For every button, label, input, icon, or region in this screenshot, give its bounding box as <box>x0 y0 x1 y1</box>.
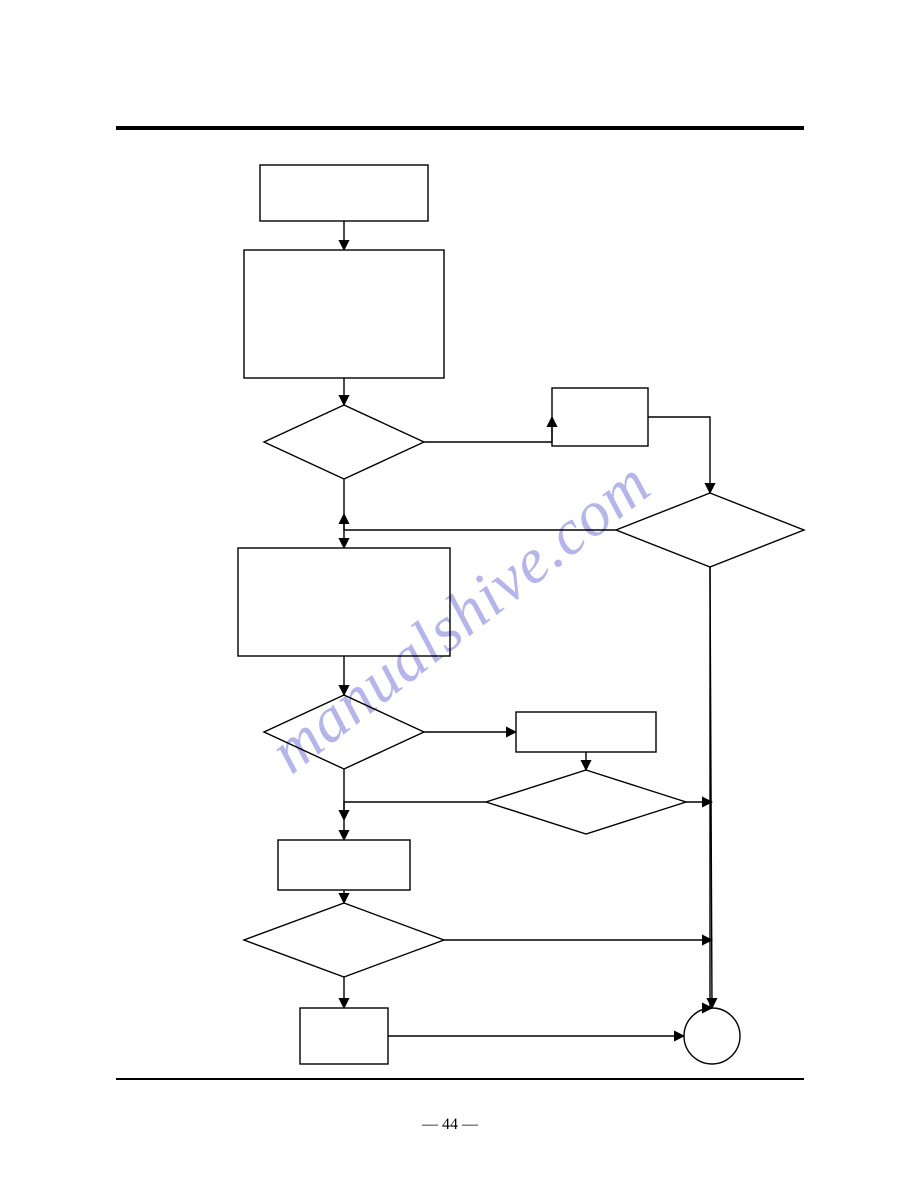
flow-node-n3 <box>264 405 424 479</box>
page: manualshive.com — 44 — <box>0 0 918 1188</box>
flow-edge <box>344 802 486 820</box>
flow-node-n7 <box>264 695 424 769</box>
flow-edge <box>424 417 552 442</box>
page-number: — 44 — <box>390 1116 510 1134</box>
flow-node-n9 <box>486 770 686 834</box>
flow-edge <box>648 417 710 493</box>
flow-node-n1 <box>260 165 428 221</box>
flow-node-n11 <box>244 903 444 977</box>
flow-node-n5 <box>616 493 804 567</box>
flowchart-canvas <box>0 0 918 1188</box>
flow-node-n13 <box>684 1008 740 1064</box>
flow-node-n2 <box>244 250 444 378</box>
flow-node-n6 <box>238 548 450 656</box>
flow-node-n4 <box>552 388 648 446</box>
flow-edge <box>344 514 616 530</box>
flow-node-n8 <box>516 712 656 752</box>
flow-node-n10 <box>278 840 410 890</box>
flow-node-n12 <box>300 1008 388 1064</box>
